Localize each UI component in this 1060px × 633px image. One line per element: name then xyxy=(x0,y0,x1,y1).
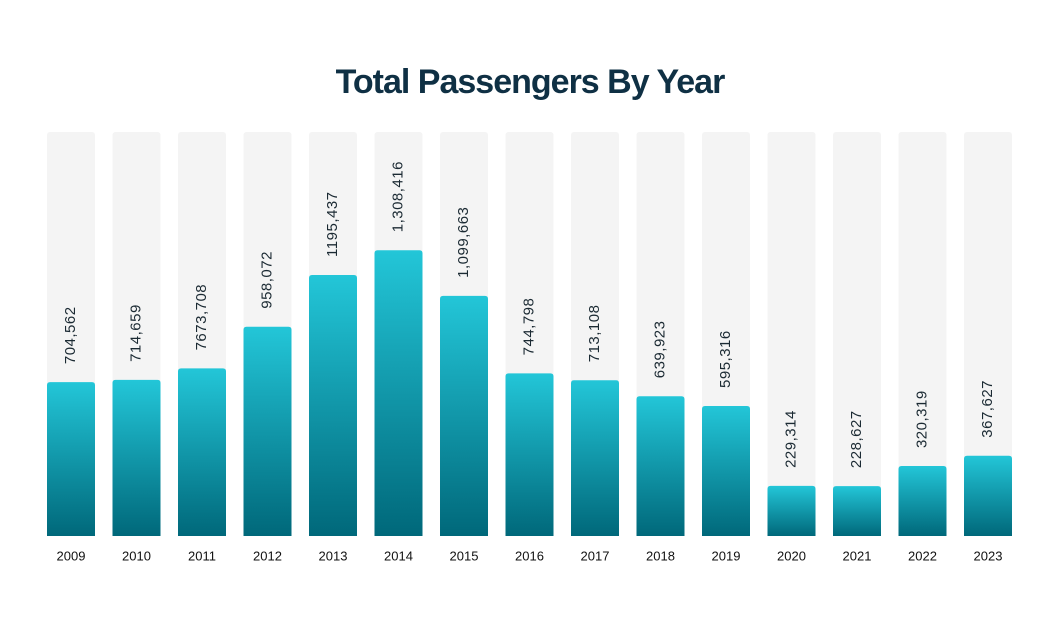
x-tick-label: 2023 xyxy=(974,548,1003,563)
bar xyxy=(505,373,554,536)
x-tick-label: 2011 xyxy=(188,548,216,563)
value-label: 713,108 xyxy=(586,305,603,363)
value-label: 367,627 xyxy=(979,380,996,438)
value-label: 320,319 xyxy=(913,390,930,448)
x-tick-label: 2019 xyxy=(712,548,741,563)
value-label: 744,798 xyxy=(520,298,537,356)
bar xyxy=(571,380,619,536)
x-tick-label: 2020 xyxy=(777,548,806,563)
x-tick-label: 2015 xyxy=(450,548,479,563)
bar xyxy=(374,250,423,536)
x-tick-label: 2018 xyxy=(646,548,675,563)
bar xyxy=(47,382,95,536)
bar xyxy=(833,486,881,536)
bar xyxy=(112,379,161,536)
x-tick-label: 2009 xyxy=(57,548,86,563)
bar xyxy=(964,455,1012,536)
bar xyxy=(440,295,488,536)
bar-track xyxy=(767,132,816,536)
bar xyxy=(702,405,750,536)
value-label: 595,316 xyxy=(717,330,734,388)
bar xyxy=(636,396,685,536)
value-label: 1195,437 xyxy=(324,191,341,256)
value-label: 704,562 xyxy=(62,306,79,364)
bar-track xyxy=(898,132,947,536)
x-tick-label: 2017 xyxy=(581,548,610,563)
x-tick-label: 2010 xyxy=(122,548,151,563)
value-label: 639,923 xyxy=(651,321,668,379)
bar xyxy=(767,485,816,536)
chart-title: Total Passengers By Year xyxy=(336,63,725,101)
value-label: 714,659 xyxy=(127,304,144,362)
x-tick-label: 2021 xyxy=(843,548,872,563)
bar-track xyxy=(833,132,881,536)
value-label: 1,308,416 xyxy=(389,161,406,232)
bar-track xyxy=(964,132,1012,536)
value-label: 228,627 xyxy=(848,410,865,468)
value-label: 958,072 xyxy=(258,251,275,309)
value-label: 7673,708 xyxy=(193,284,210,351)
x-tick-label: 2016 xyxy=(515,548,544,563)
bar xyxy=(243,326,292,536)
x-tick-label: 2014 xyxy=(384,548,413,563)
x-tick-label: 2022 xyxy=(908,548,937,563)
x-tick-label: 2013 xyxy=(319,548,348,563)
bar xyxy=(309,274,357,536)
bar xyxy=(898,466,947,536)
bar xyxy=(178,368,226,536)
value-label: 1,099,663 xyxy=(455,207,472,278)
x-tick-label: 2012 xyxy=(253,548,282,563)
value-label: 229,314 xyxy=(782,410,799,468)
